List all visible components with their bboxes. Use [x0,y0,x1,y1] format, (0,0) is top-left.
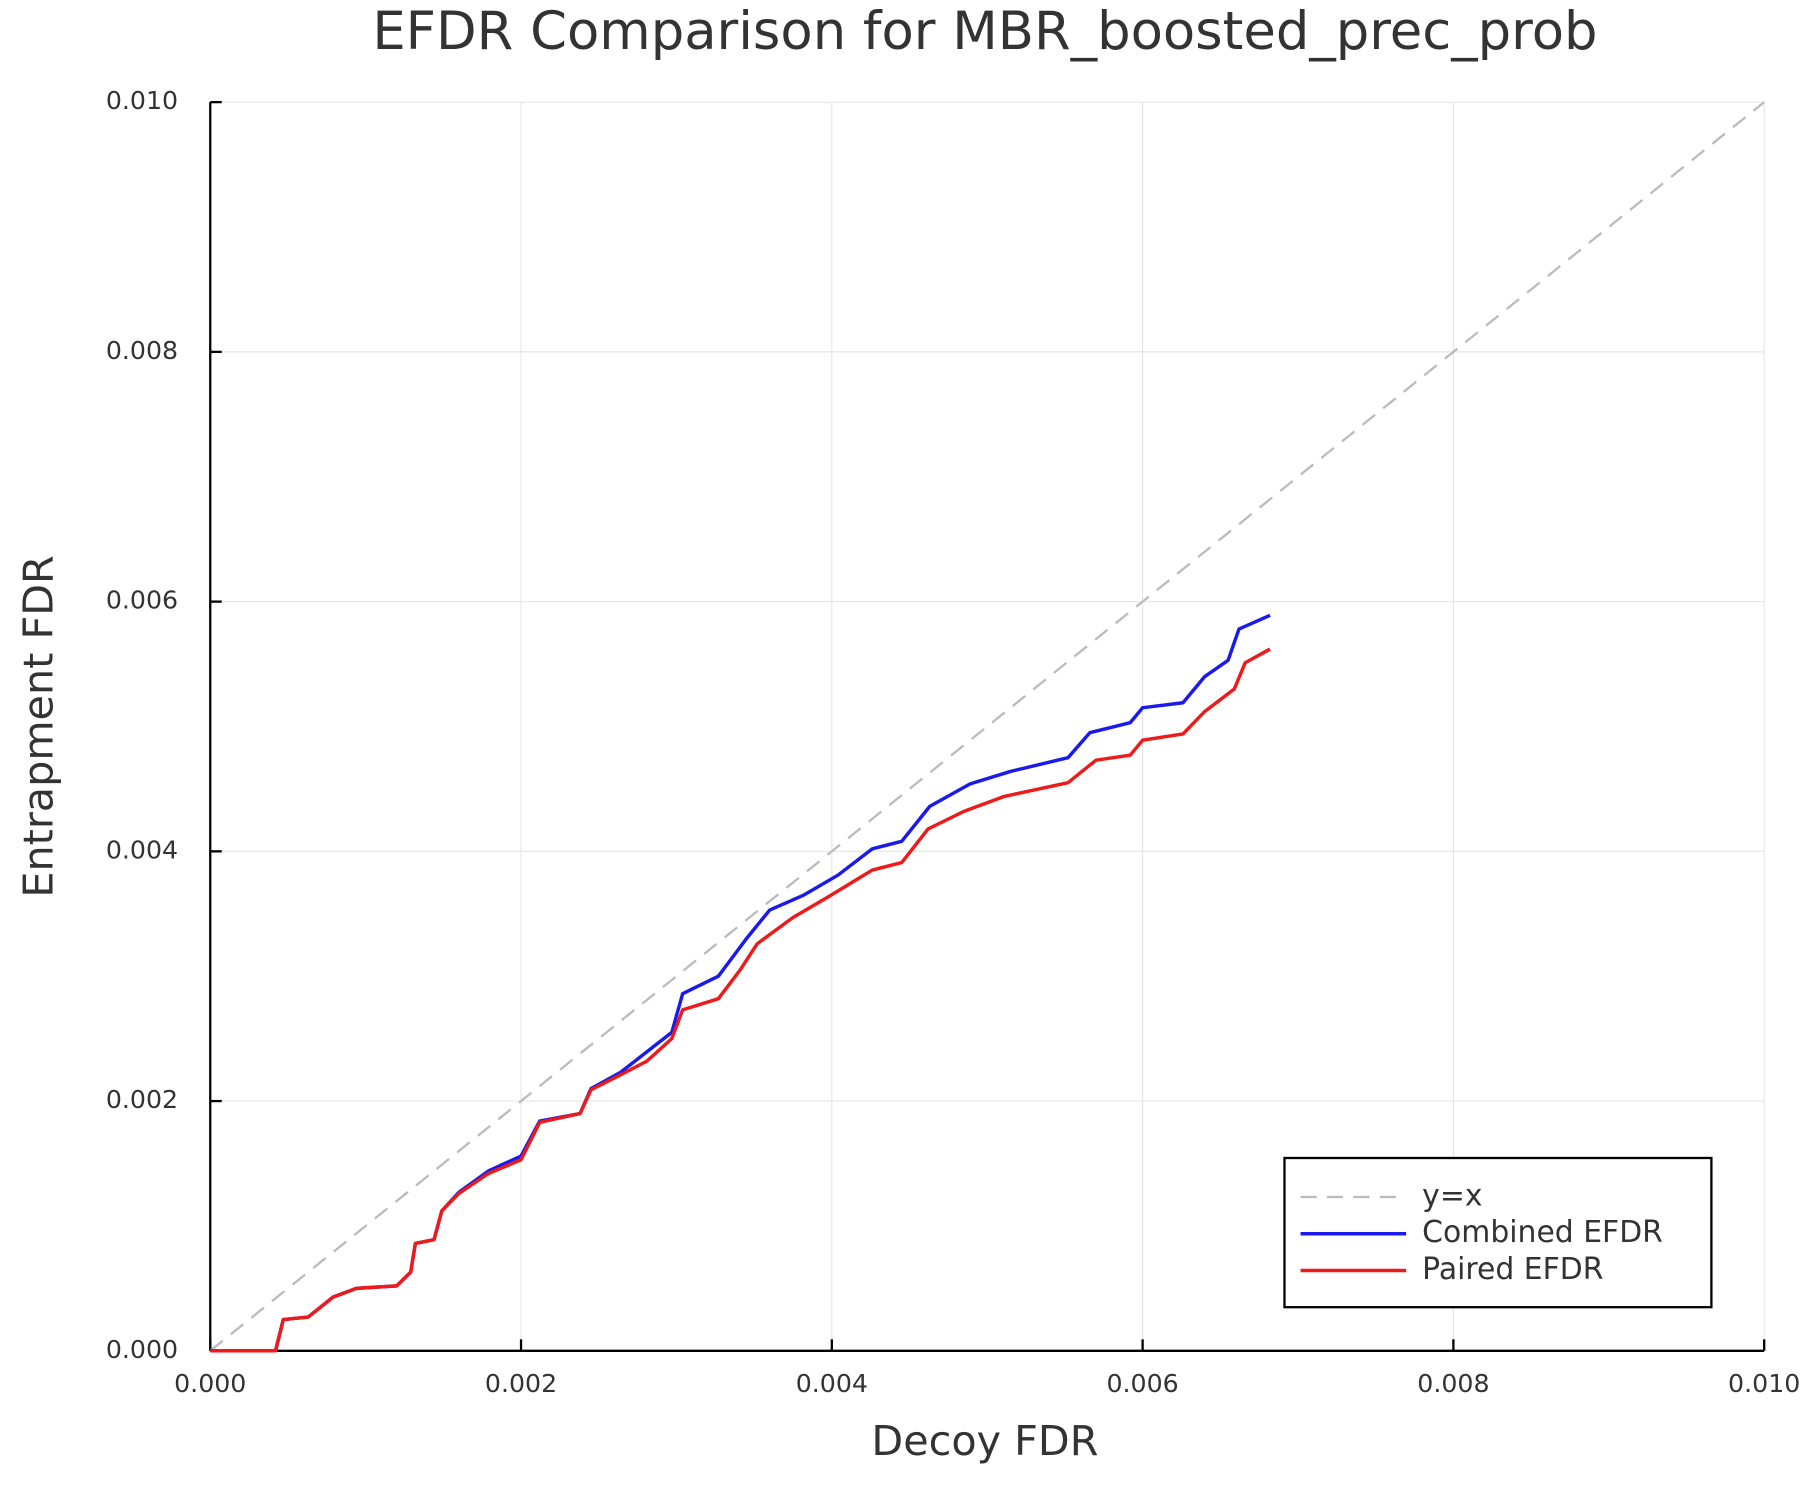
x-tick-label: 0.010 [1728,1369,1800,1398]
chart-title: EFDR Comparison for MBR_boosted_prec_pro… [372,1,1597,62]
legend-label: Paired EFDR [1422,1252,1603,1287]
y-tick-label: 0.004 [106,835,178,864]
series-line [210,647,1271,1353]
x-tick-label: 0.008 [1417,1369,1489,1398]
x-tick-label: 0.002 [485,1369,557,1398]
y-tick-label: 0.002 [106,1085,178,1114]
x-tick-label: 0.000 [174,1369,246,1398]
x-tick-label: 0.004 [796,1369,868,1398]
series-line [210,613,1271,1353]
x-axis-label: Decoy FDR [871,1417,1098,1465]
x-tick-label: 0.006 [1106,1369,1178,1398]
series-line [209,101,1765,1352]
y-axis-label: Entrapment FDR [15,555,63,897]
y-tick-label: 0.010 [106,86,178,115]
legend-label: y=x [1422,1179,1482,1214]
y-tick-label: 0.006 [106,586,178,615]
y-tick-label: 0.000 [106,1335,178,1364]
legend-label: Combined EFDR [1422,1215,1663,1250]
y-tick-label: 0.008 [106,336,178,365]
